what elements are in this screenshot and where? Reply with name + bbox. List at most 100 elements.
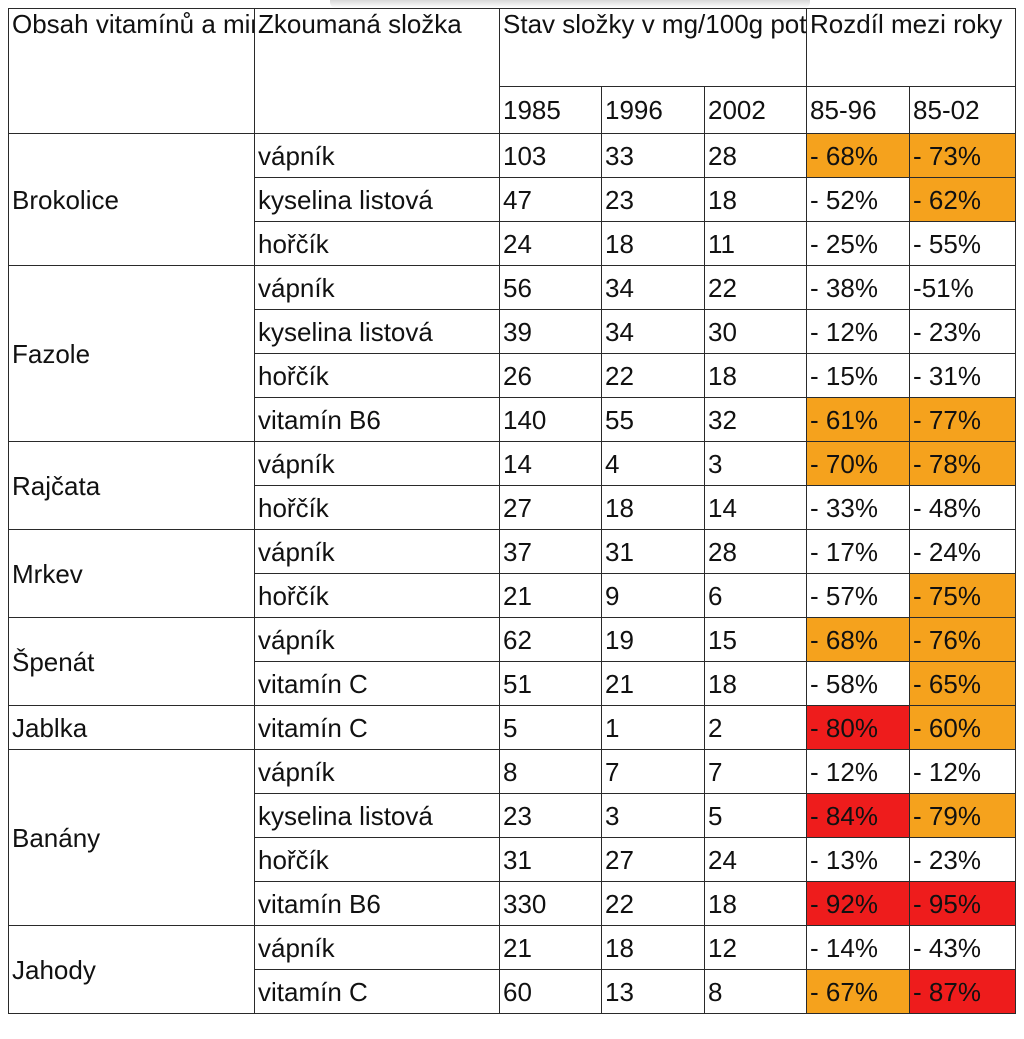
value-1985: 39 xyxy=(499,309,602,354)
table-row: hořčík 27 18 14 - 33% - 48% xyxy=(9,485,1017,530)
value-1996: 18 xyxy=(601,221,705,266)
diff-85-02: - 76% xyxy=(909,617,1017,662)
value-1996: 19 xyxy=(601,617,705,662)
value-1985: 60 xyxy=(499,969,602,1014)
food-name: Špenát xyxy=(8,617,255,706)
food-name: Banány xyxy=(8,749,255,926)
value-1996: 22 xyxy=(601,353,705,398)
value-1985: 51 xyxy=(499,661,602,706)
component-name: hořčík xyxy=(254,837,500,882)
diff-85-02: - 73% xyxy=(909,133,1017,178)
diff-85-96: - 25% xyxy=(806,221,911,266)
nutrient-table: Obsah vitamínů a minerálů v potraninách … xyxy=(8,8,1017,1014)
top-edge-shadow xyxy=(330,0,810,8)
table-row: hořčík 21 9 6 - 57% - 75% xyxy=(9,573,1017,618)
value-2002: 28 xyxy=(703,133,808,178)
value-1996: 34 xyxy=(601,309,705,354)
diff-85-02: - 48% xyxy=(909,485,1017,530)
value-2002: 30 xyxy=(703,309,808,354)
value-1996: 22 xyxy=(601,881,705,926)
header-year-2002: 2002 xyxy=(703,86,808,134)
component-name: vápník xyxy=(254,529,500,574)
diff-85-96: - 57% xyxy=(806,573,911,618)
table-row: vitamín B6 330 22 18 - 92% - 95% xyxy=(9,881,1017,926)
diff-85-96: - 12% xyxy=(806,749,911,794)
value-1996: 27 xyxy=(601,837,705,882)
diff-85-96: - 84% xyxy=(806,793,911,838)
header-diff-85-96: 85-96 xyxy=(806,86,911,134)
table-body: Brokolice vápník 103 33 28 - 68% - 73% k… xyxy=(8,133,1017,1014)
table-row: Fazole vápník 56 34 22 - 38% -51% xyxy=(8,265,1017,442)
value-1996: 9 xyxy=(601,573,705,618)
component-name: vitamín C xyxy=(254,705,500,750)
component-name: hořčík xyxy=(254,485,500,530)
diff-85-96: - 70% xyxy=(806,441,911,486)
header-diff-85-02: 85-02 xyxy=(909,86,1017,134)
diff-85-02: - 60% xyxy=(909,705,1017,750)
value-2002: 18 xyxy=(703,661,808,706)
table-row: vitamín C 60 13 8 - 67% - 87% xyxy=(9,969,1017,1014)
value-1985: 14 xyxy=(499,441,602,486)
table-row: Jahody vápník 21 18 12 - 14% - 43% xyxy=(8,925,1017,1014)
table-row: Rajčata vápník 14 4 3 - 70% - 78% xyxy=(8,441,1017,530)
value-1985: 24 xyxy=(499,221,602,266)
diff-85-02: - 43% xyxy=(909,925,1017,970)
table-row: Brokolice vápník 103 33 28 - 68% - 73% xyxy=(8,133,1017,266)
component-name: vápník xyxy=(254,441,500,486)
value-2002: 6 xyxy=(703,573,808,618)
diff-85-02: - 87% xyxy=(909,969,1017,1014)
diff-85-02: - 77% xyxy=(909,397,1017,442)
table-row: Špenát vápník 62 19 15 - 68% - 76% xyxy=(8,617,1017,706)
value-1985: 23 xyxy=(499,793,602,838)
value-2002: 14 xyxy=(703,485,808,530)
value-2002: 5 xyxy=(703,793,808,838)
value-2002: 7 xyxy=(703,749,808,794)
value-1985: 103 xyxy=(499,133,602,178)
diff-85-96: - 17% xyxy=(806,529,911,574)
component-name: kyselina listová xyxy=(254,177,500,222)
diff-85-02: - 23% xyxy=(909,309,1017,354)
value-1996: 18 xyxy=(601,485,705,530)
value-1996: 33 xyxy=(601,133,705,178)
value-2002: 8 xyxy=(703,969,808,1014)
diff-85-96: - 58% xyxy=(806,661,911,706)
header-year-1996: 1996 xyxy=(601,86,705,134)
value-2002: 22 xyxy=(703,265,808,310)
component-name: vitamín C xyxy=(254,969,500,1014)
value-1996: 21 xyxy=(601,661,705,706)
diff-85-02: - 65% xyxy=(909,661,1017,706)
value-2002: 28 xyxy=(703,529,808,574)
component-name: kyselina listová xyxy=(254,793,500,838)
value-2002: 18 xyxy=(703,177,808,222)
diff-85-02: - 31% xyxy=(909,353,1017,398)
food-name: Mrkev xyxy=(8,529,255,618)
value-1985: 330 xyxy=(499,881,602,926)
value-1985: 8 xyxy=(499,749,602,794)
value-2002: 11 xyxy=(703,221,808,266)
diff-85-96: - 67% xyxy=(806,969,911,1014)
value-1985: 47 xyxy=(499,177,602,222)
food-name: Rajčata xyxy=(8,441,255,530)
value-2002: 32 xyxy=(703,397,808,442)
table-row: kyselina listová 23 3 5 - 84% - 79% xyxy=(9,793,1017,838)
value-1996: 34 xyxy=(601,265,705,310)
diff-85-96: - 68% xyxy=(806,133,911,178)
diff-85-96: - 15% xyxy=(806,353,911,398)
header-year-1985: 1985 xyxy=(499,86,602,134)
component-name: vápník xyxy=(254,133,500,178)
table-row: Mrkev vápník 37 31 28 - 17% - 24% xyxy=(8,529,1017,618)
table-row: kyselina listová 39 34 30 - 12% - 23% xyxy=(9,309,1017,354)
value-1985: 5 xyxy=(499,705,602,750)
value-1996: 4 xyxy=(601,441,705,486)
component-name: hořčík xyxy=(254,353,500,398)
value-1996: 3 xyxy=(601,793,705,838)
value-1985: 140 xyxy=(499,397,602,442)
diff-85-02: - 55% xyxy=(909,221,1017,266)
value-1985: 21 xyxy=(499,573,602,618)
diff-85-96: - 80% xyxy=(806,705,911,750)
diff-85-02: - 62% xyxy=(909,177,1017,222)
diff-85-02: - 12% xyxy=(909,749,1017,794)
diff-85-02: - 24% xyxy=(909,529,1017,574)
food-name: Jahody xyxy=(8,925,255,1014)
diff-85-96: - 14% xyxy=(806,925,911,970)
